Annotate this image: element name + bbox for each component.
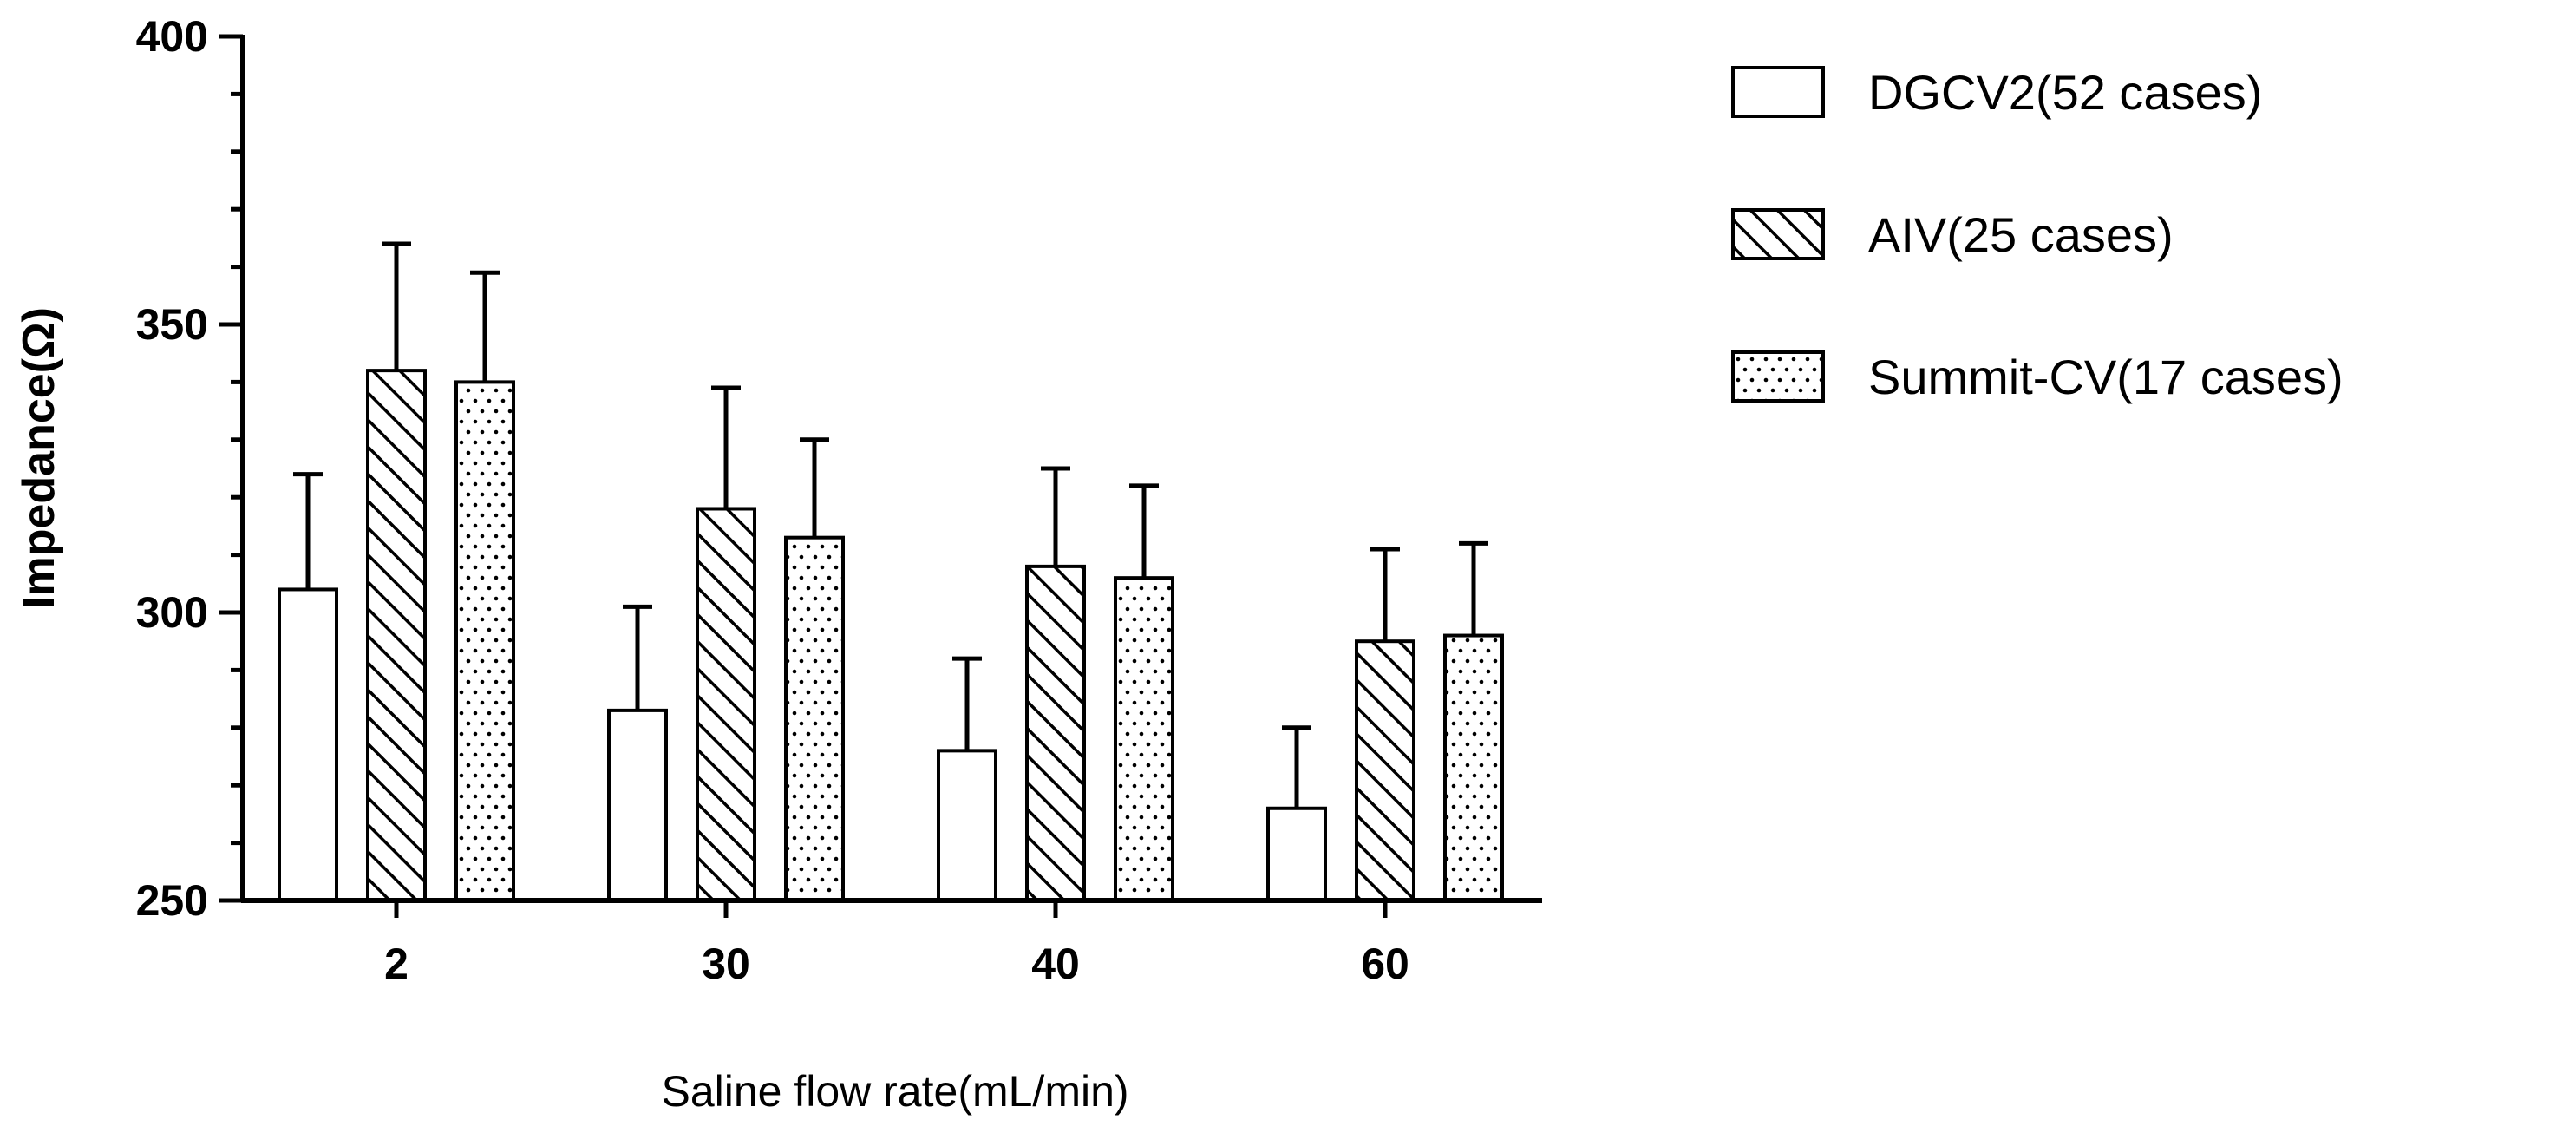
legend-swatch-3 <box>1731 350 1825 403</box>
bar-2-30 <box>696 507 756 902</box>
bar-3-30 <box>784 535 845 902</box>
y-tick-label: 250 <box>136 876 208 925</box>
legend-label-1: DGCV2(52 cases) <box>1868 65 2262 120</box>
x-tick-label: 40 <box>1031 940 1080 988</box>
bar-1-30 <box>607 708 668 902</box>
legend-swatch-1 <box>1731 66 1825 118</box>
bar-3-40 <box>1114 576 1174 902</box>
bar-1-2 <box>278 587 338 902</box>
x-axis-label: Saline flow rate(mL/min) <box>661 1067 1128 1116</box>
y-tick-label: 400 <box>136 12 208 61</box>
bar-1-40 <box>937 749 997 902</box>
bar-3-2 <box>454 380 515 902</box>
bar-2-2 <box>366 369 427 902</box>
legend-label-2: AIV(25 cases) <box>1868 207 2174 262</box>
x-tick-label: 2 <box>384 940 409 988</box>
bar-2-60 <box>1355 639 1415 902</box>
y-tick-label: 300 <box>136 588 208 637</box>
x-tick-label: 60 <box>1361 940 1409 988</box>
y-tick-label: 350 <box>136 300 208 349</box>
bar-2-40 <box>1025 564 1086 902</box>
legend-swatch-2 <box>1731 208 1825 260</box>
legend-label-3: Summit-CV(17 cases) <box>1868 350 2344 404</box>
x-tick-label: 30 <box>702 940 750 988</box>
bar-1-60 <box>1266 806 1327 903</box>
bar-3-60 <box>1443 633 1504 902</box>
y-axis-label: Impedance(Ω) <box>14 307 64 609</box>
